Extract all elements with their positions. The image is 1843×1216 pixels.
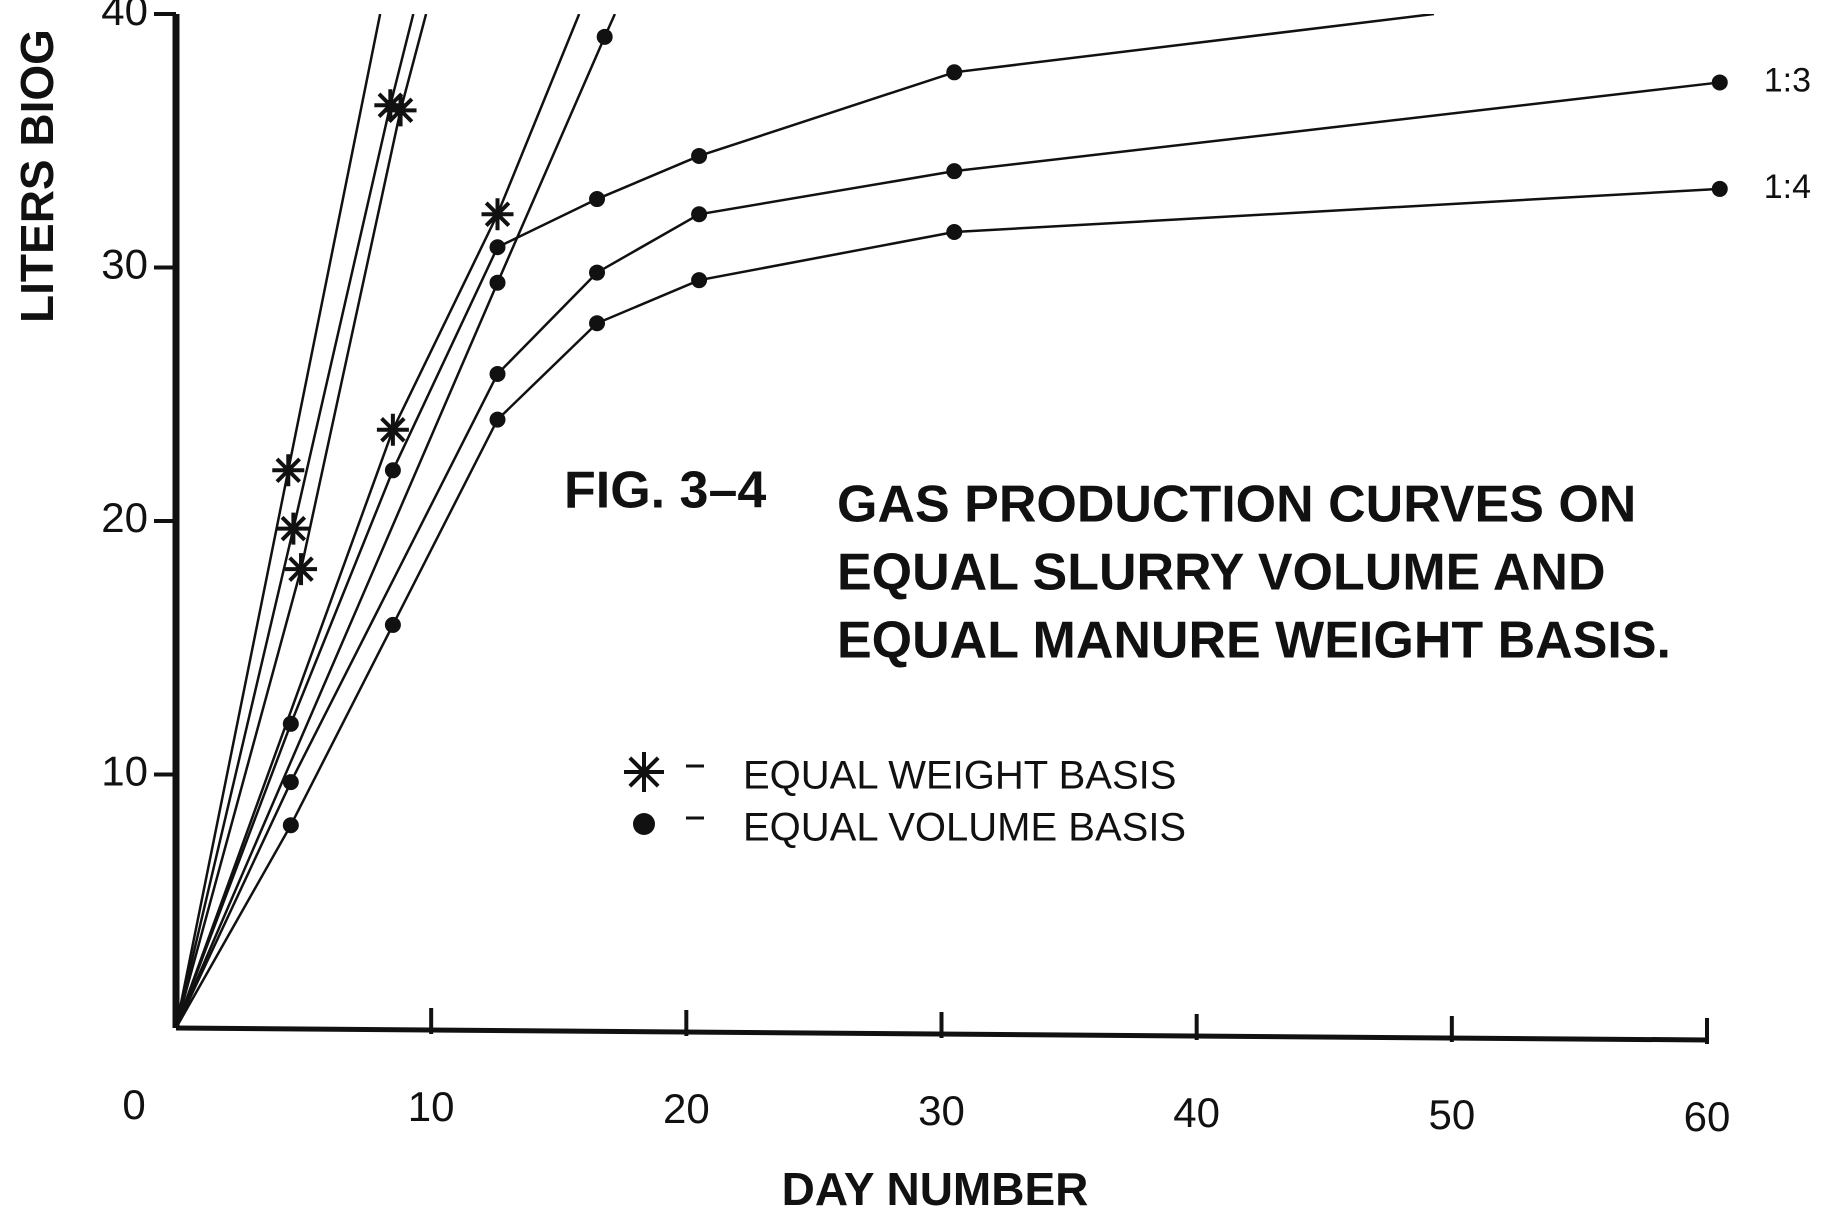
data-point	[946, 224, 963, 241]
legend-item: EQUAL VOLUME BASIS	[633, 806, 1186, 850]
x-tick-label: 10	[408, 1083, 455, 1130]
data-point	[691, 272, 708, 289]
data-point	[384, 462, 401, 479]
chart-title: EQUAL MANURE WEIGHT BASIS.	[837, 612, 1671, 670]
series-line	[174, 14, 617, 1029]
series-label: 1:3	[1764, 61, 1811, 99]
x-axis-title: DAY NUMBER	[782, 1163, 1089, 1215]
star-marker	[384, 94, 417, 127]
data-point	[589, 315, 606, 332]
y-axis-title: LITERS BIOG	[11, 29, 63, 323]
data-point	[489, 365, 506, 382]
x-tick-label: 40	[1173, 1089, 1220, 1136]
x-tick-label: 20	[663, 1085, 710, 1132]
y-tick-label: 30	[101, 241, 148, 288]
data-point	[691, 206, 708, 223]
y-tick-label: 40	[101, 0, 148, 34]
star-marker	[376, 413, 409, 446]
data-point	[282, 817, 299, 834]
y-tick-label: 10	[101, 748, 148, 795]
legend-item: EQUAL WEIGHT BASIS	[624, 752, 1176, 798]
data-point	[1711, 74, 1728, 91]
data-point	[285, 553, 318, 586]
data-point	[489, 411, 506, 428]
figure-label: FIG. 3–4	[564, 462, 766, 520]
series-line	[174, 14, 415, 1029]
data-point	[589, 264, 606, 281]
data-point	[489, 274, 506, 291]
legend-dot	[633, 813, 655, 835]
series-line	[174, 187, 1720, 1029]
data-point	[946, 163, 963, 180]
star-marker	[481, 198, 514, 231]
series-line	[174, 14, 581, 1029]
star-marker	[277, 512, 310, 545]
data-point	[481, 198, 514, 231]
chart-title: EQUAL SLURRY VOLUME AND	[837, 544, 1606, 602]
x-tick-label: 50	[1428, 1091, 1475, 1138]
data-point	[277, 512, 310, 545]
data-point	[376, 413, 409, 446]
star-marker	[624, 752, 664, 792]
series-line	[174, 14, 382, 1029]
data-point	[272, 454, 305, 487]
y-tick-label: 20	[101, 494, 148, 541]
data-point	[946, 64, 963, 81]
legend-label: EQUAL WEIGHT BASIS	[743, 754, 1176, 798]
data-point	[282, 715, 299, 732]
x-tick-label: 0	[122, 1081, 145, 1128]
data-point	[282, 774, 299, 791]
data-point	[384, 616, 401, 633]
data-point	[596, 28, 613, 45]
series-label: 1:4	[1764, 168, 1811, 206]
data-point	[691, 147, 708, 164]
star-marker	[272, 454, 305, 487]
star-marker	[285, 553, 318, 586]
data-point	[589, 191, 606, 208]
x-tick-label: 30	[918, 1087, 965, 1134]
data-point	[1711, 180, 1728, 197]
plot-area	[174, 14, 1728, 1029]
star-marker	[374, 89, 407, 122]
legend-label: EQUAL VOLUME BASIS	[743, 806, 1186, 850]
series-line	[174, 14, 428, 1029]
x-tick-label: 60	[1684, 1093, 1731, 1140]
series-line	[174, 14, 1435, 1029]
data-point	[374, 89, 407, 122]
data-point	[489, 239, 506, 256]
chart-title: GAS PRODUCTION CURVES ON	[837, 476, 1636, 534]
data-point	[384, 94, 417, 127]
